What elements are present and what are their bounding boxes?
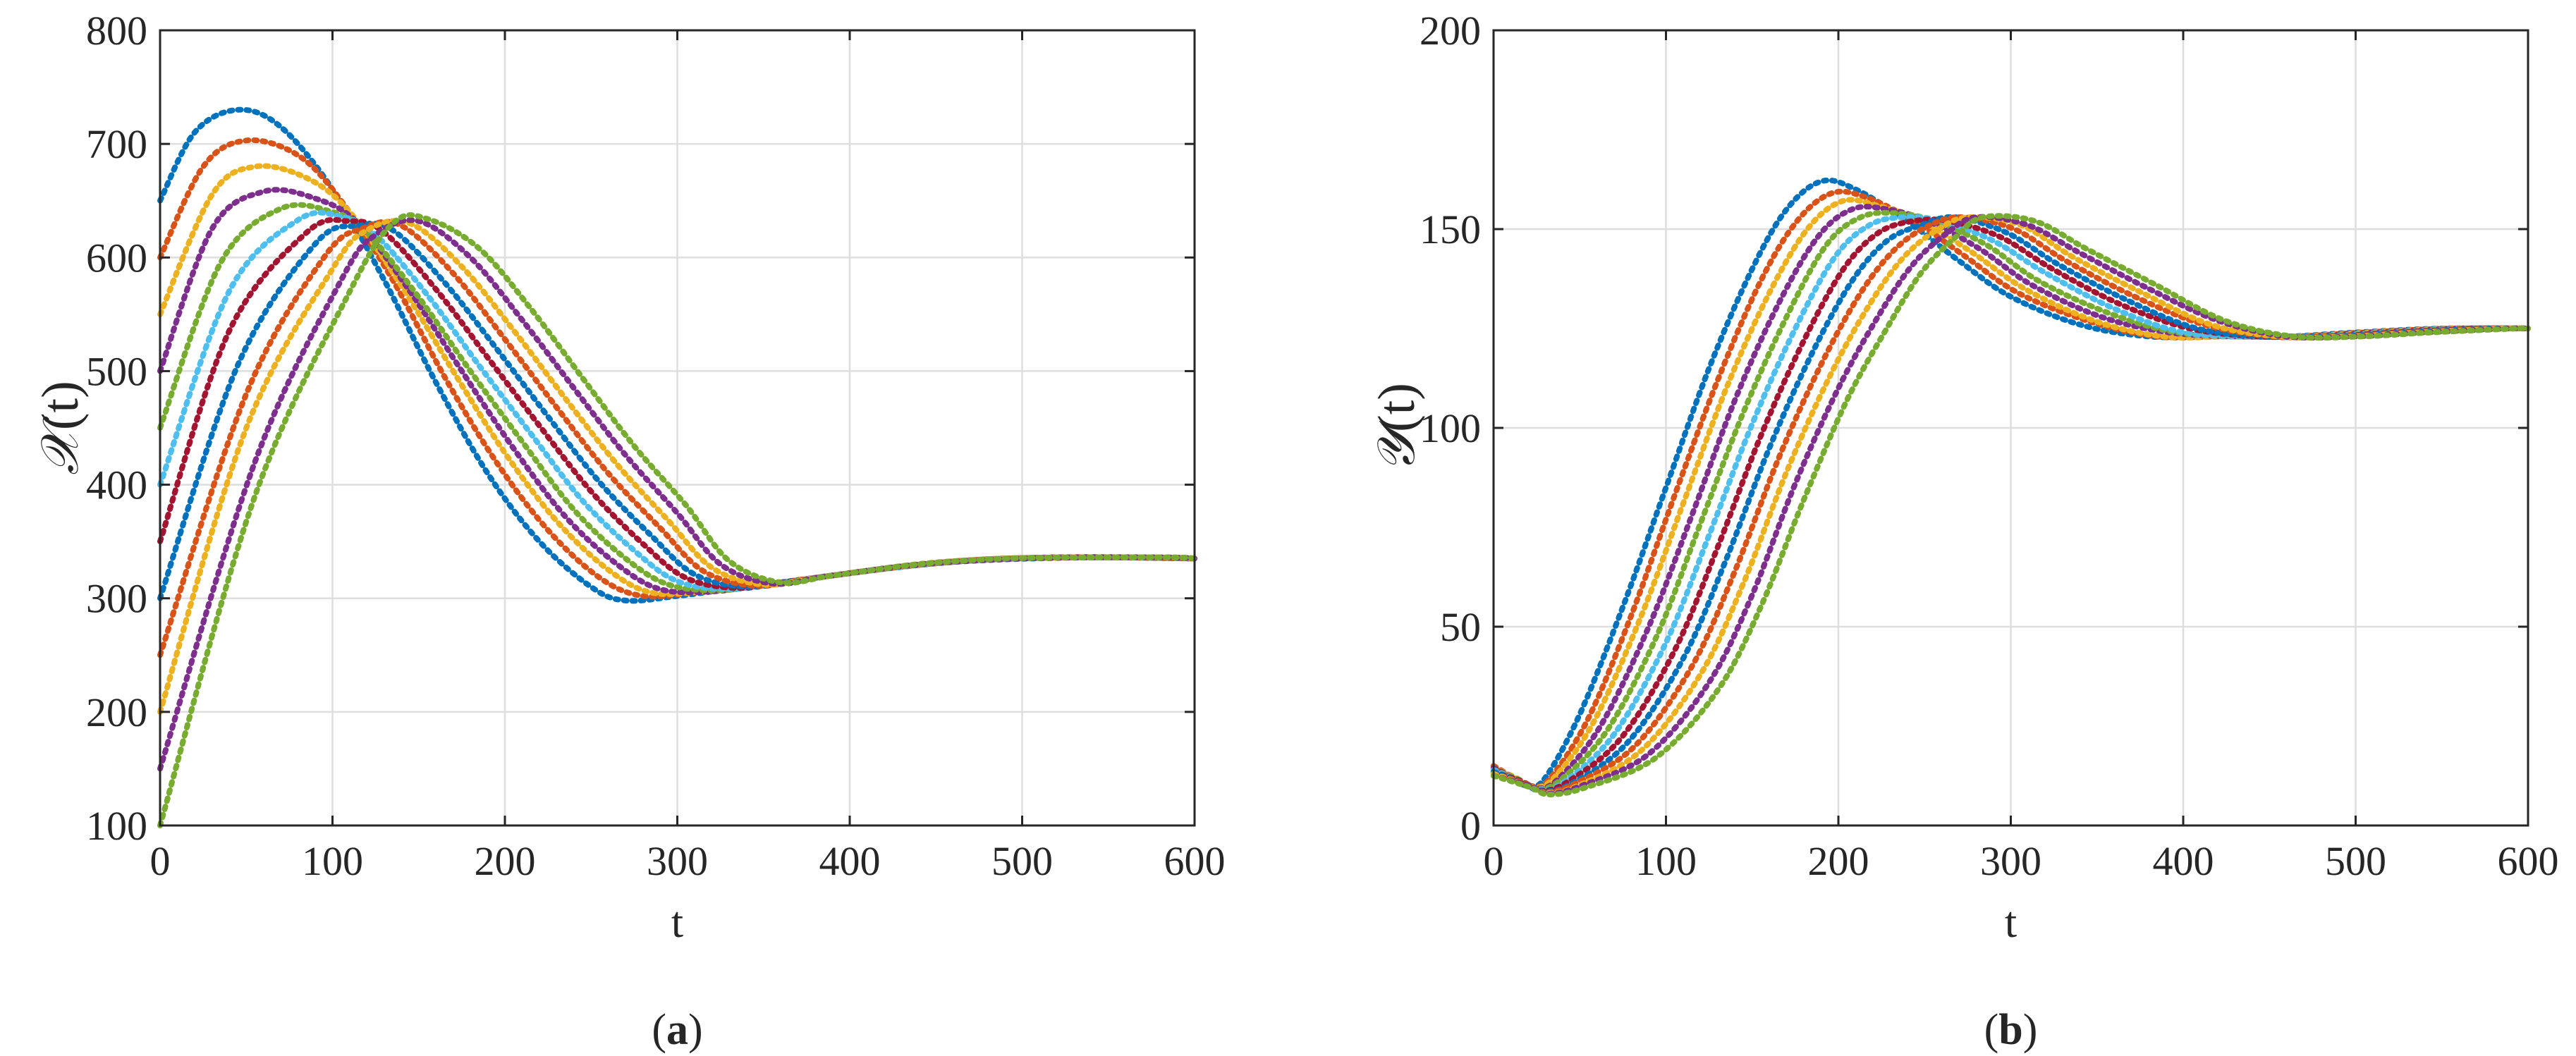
- x-axis-label-b: t: [2005, 899, 2017, 947]
- x-tick-labels-b: 0 100 200 300 400 500 600: [1484, 838, 2559, 884]
- y-axis-label-b: 𝒴(t): [1368, 383, 1426, 473]
- y-tick-label: 200: [86, 689, 147, 735]
- y-tick-label: 300: [86, 576, 147, 622]
- y-tick-label: 800: [86, 8, 147, 54]
- y-tick-label: 150: [1420, 207, 1481, 252]
- panel-caption-letter-b: b: [1998, 1006, 2022, 1054]
- y-axis-arg-a: (t): [32, 381, 90, 430]
- y-tick-label: 50: [1440, 604, 1481, 650]
- series-lines-a: [157, 106, 1197, 828]
- y-axis-arg-b: (t): [1368, 383, 1426, 432]
- x-tick-label: 200: [1808, 838, 1869, 884]
- x-tick-label: 100: [302, 838, 363, 884]
- y-tick-label: 200: [1420, 8, 1481, 54]
- y-tick-labels-b: 0 50 100 150 200: [1420, 8, 1481, 849]
- y-tick-label: 700: [86, 121, 147, 167]
- x-tick-label: 400: [2153, 838, 2214, 884]
- y-tick-label: 400: [86, 462, 147, 508]
- y-axis-label-a: 𝒳(t): [32, 381, 90, 475]
- series-line-b-12: [1491, 213, 2532, 798]
- x-tick-label: 500: [2325, 838, 2386, 884]
- y-tick-labels-a: 100 200 300 400 500 600 700 800: [86, 8, 147, 849]
- grid-lines-a: [159, 29, 1196, 827]
- x-tick-label: 600: [1164, 838, 1226, 884]
- x-tick-label: 300: [647, 838, 708, 884]
- x-tick-label: 0: [150, 838, 171, 884]
- series-lines-b: [1491, 177, 2532, 798]
- x-tick-label: 100: [1635, 838, 1697, 884]
- x-tick-label: 200: [475, 838, 536, 884]
- y-tick-label: 500: [86, 348, 147, 394]
- panel-caption-a: (a): [652, 1006, 702, 1054]
- x-tick-labels-a: 0 100 200 300 400 500 600: [150, 838, 1226, 884]
- y-tick-label: 600: [86, 235, 147, 281]
- x-tick-label: 0: [1484, 838, 1504, 884]
- y-tick-label: 0: [1460, 803, 1481, 849]
- x-tick-label: 400: [819, 838, 881, 884]
- series-line-a-12: [157, 212, 1197, 828]
- panel-a: 0 100 200 300 400 500 600 10020030040050060070…: [32, 8, 1226, 1054]
- grid-lines-b: [1492, 29, 2529, 827]
- x-axis-label-a: t: [671, 899, 683, 947]
- tick-marks-a: [159, 29, 1196, 827]
- panel-caption-letter-a: a: [666, 1006, 688, 1054]
- panel-caption-b: (b): [1984, 1006, 2038, 1054]
- y-tick-label: 100: [86, 803, 147, 849]
- x-tick-label: 500: [991, 838, 1053, 884]
- x-tick-label: 600: [2498, 838, 2559, 884]
- x-tick-label: 300: [1980, 838, 2041, 884]
- y-tick-label: 100: [1420, 405, 1481, 451]
- tick-marks-b: [1492, 29, 2529, 827]
